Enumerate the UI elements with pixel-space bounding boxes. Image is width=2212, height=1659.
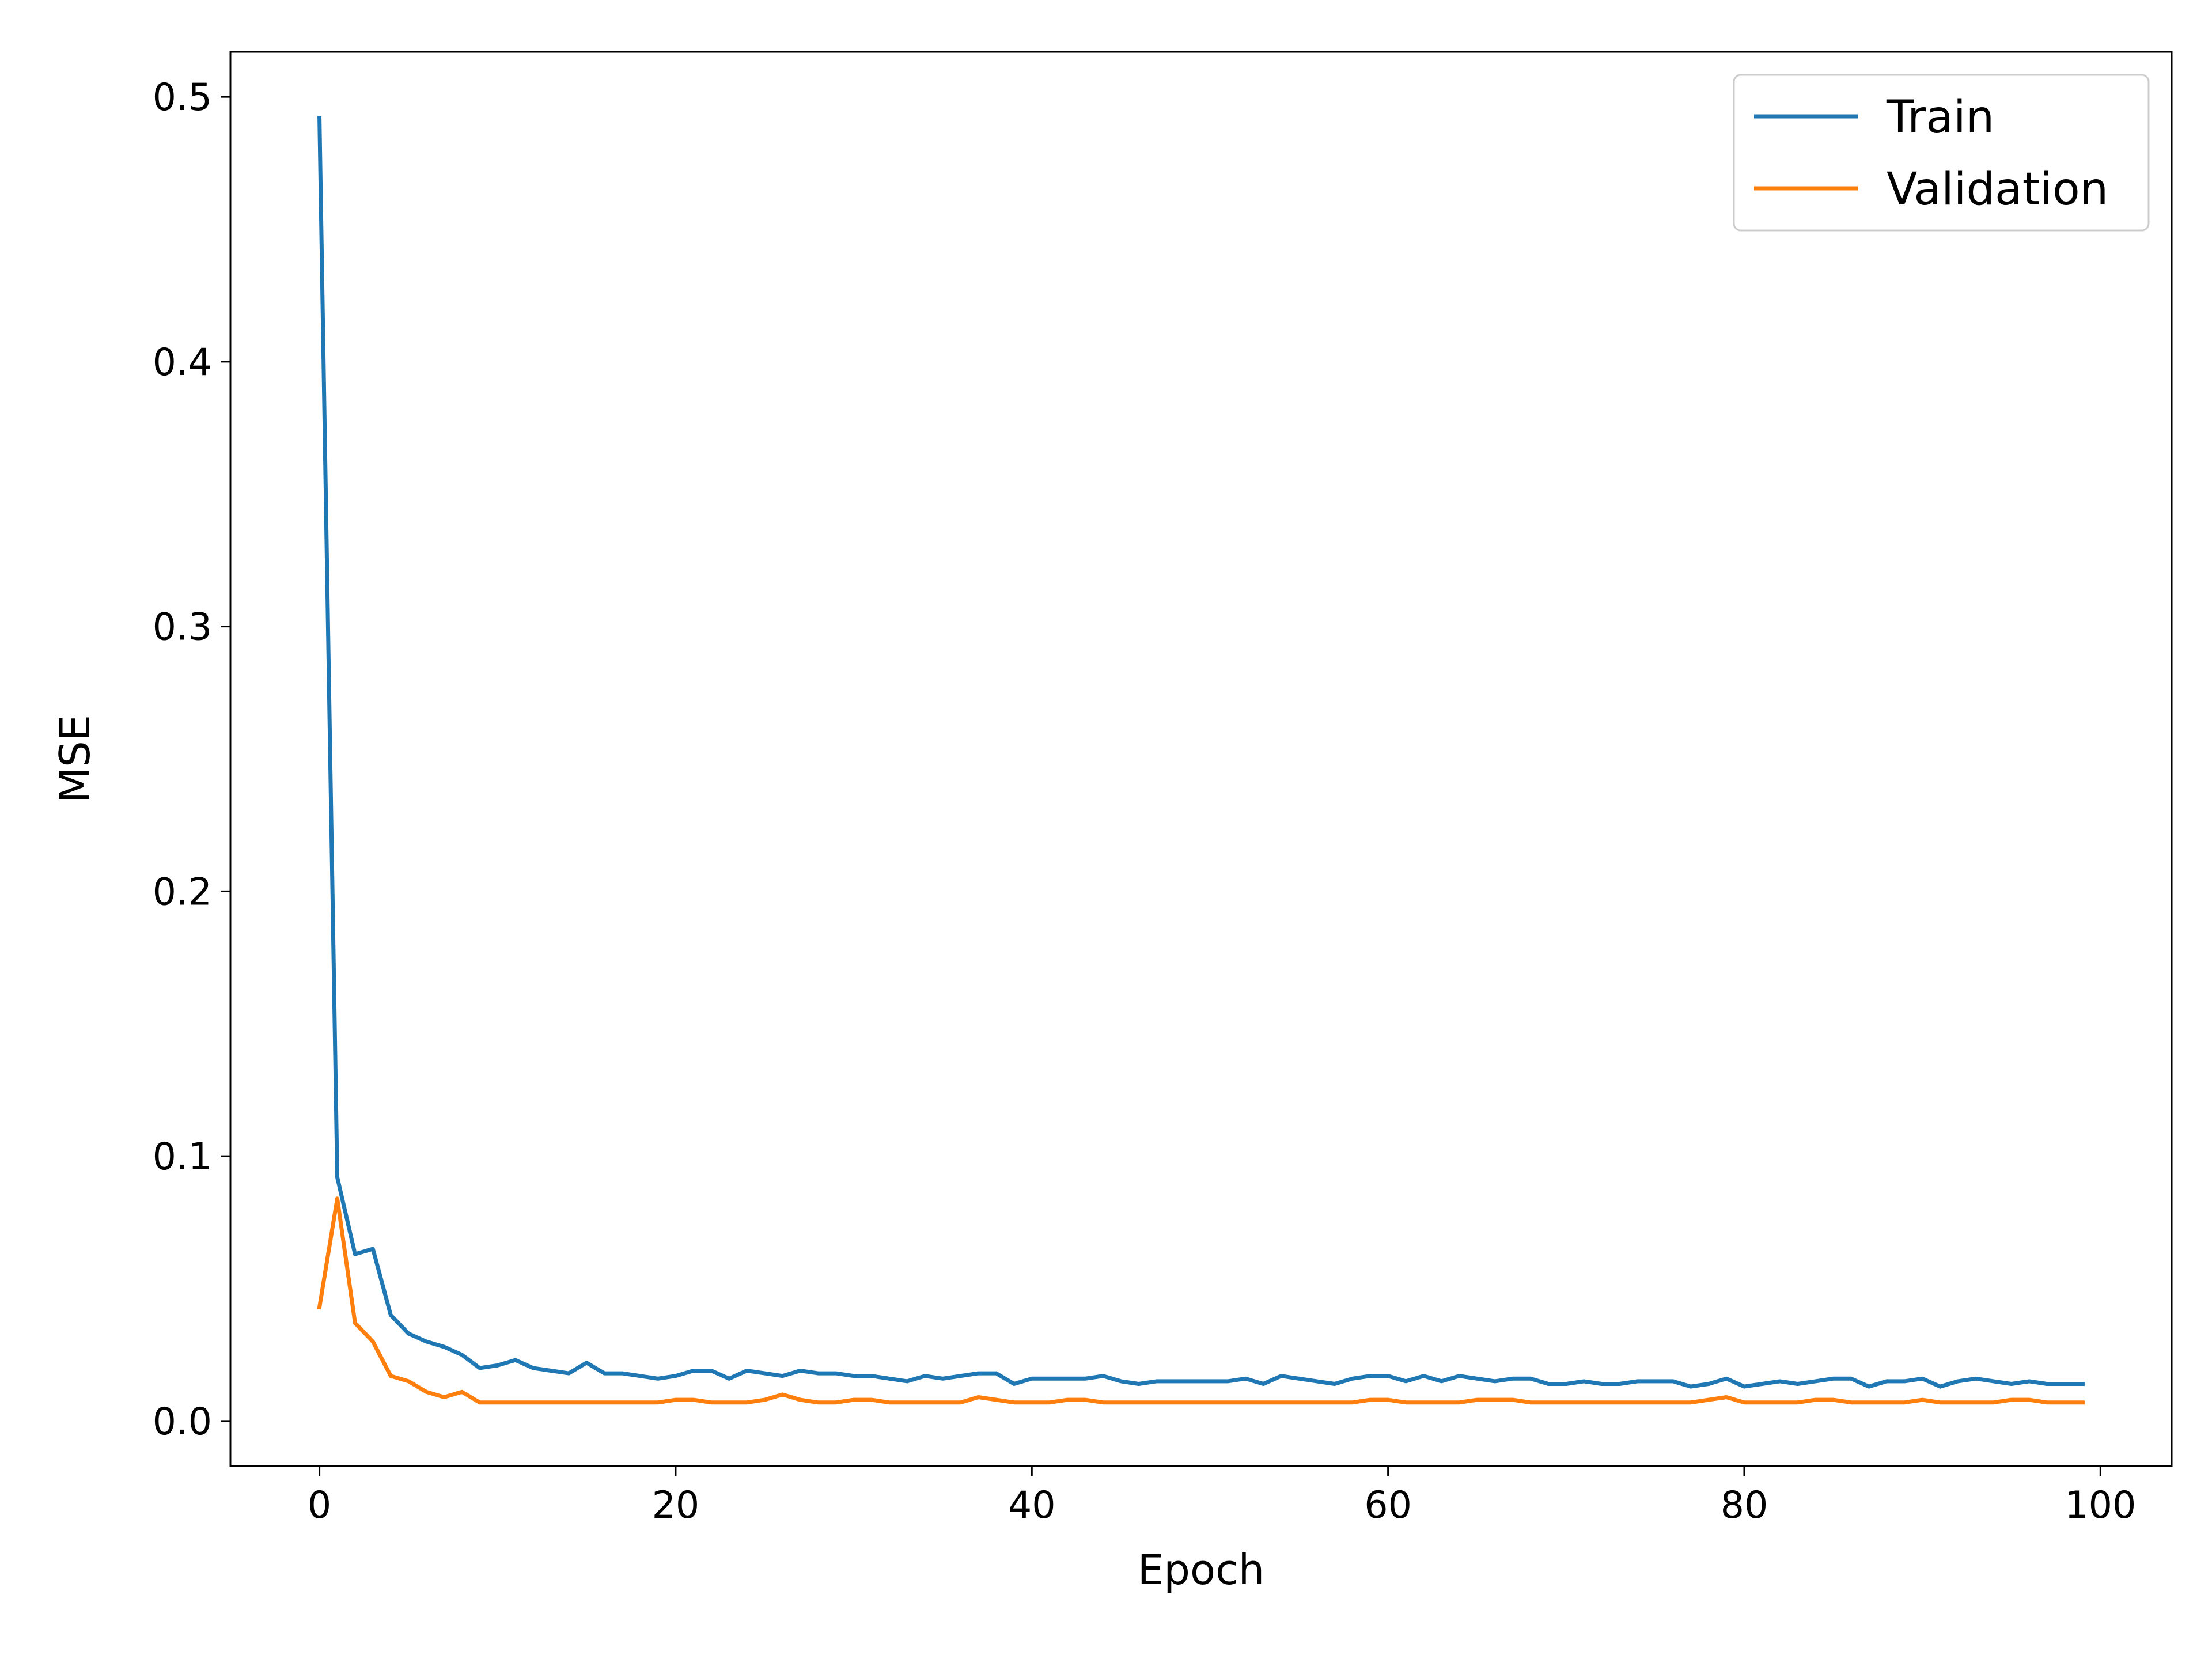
legend-label-validation: Validation bbox=[1887, 164, 2108, 215]
plot-layer bbox=[317, 116, 2085, 1405]
plot-frame bbox=[229, 51, 2173, 1467]
x-tick-label: 100 bbox=[2065, 1484, 2136, 1527]
y-tick-label: 0.2 bbox=[153, 870, 212, 914]
y-tick-label: 0.5 bbox=[153, 76, 212, 119]
y-tick-label: 0.1 bbox=[153, 1135, 212, 1179]
y-tick-label: 0.0 bbox=[153, 1400, 212, 1444]
x-tick-label: 80 bbox=[1721, 1484, 1768, 1527]
legend: Train Validation bbox=[1733, 74, 2150, 232]
y-axis-label: MSE bbox=[51, 715, 99, 803]
axes-layer: 0 20 40 60 80 100 0.0 0.1 0.2 0.3 0.4 0.5 Epoch MSE bbox=[51, 51, 2173, 1594]
x-tick-label: 40 bbox=[1008, 1484, 1056, 1527]
series-line-train bbox=[317, 116, 2085, 1389]
x-tick-label: 60 bbox=[1364, 1484, 1412, 1527]
x-axis-label: Epoch bbox=[1138, 1546, 1264, 1594]
legend-label-train: Train bbox=[1886, 92, 1994, 143]
series-line-validation bbox=[317, 1196, 2085, 1405]
y-tick-label: 0.3 bbox=[153, 606, 212, 649]
x-tick-label: 20 bbox=[652, 1484, 700, 1527]
legend-box bbox=[1733, 74, 2150, 232]
x-tick-label: 0 bbox=[308, 1484, 331, 1527]
y-tick-label: 0.4 bbox=[153, 341, 212, 384]
